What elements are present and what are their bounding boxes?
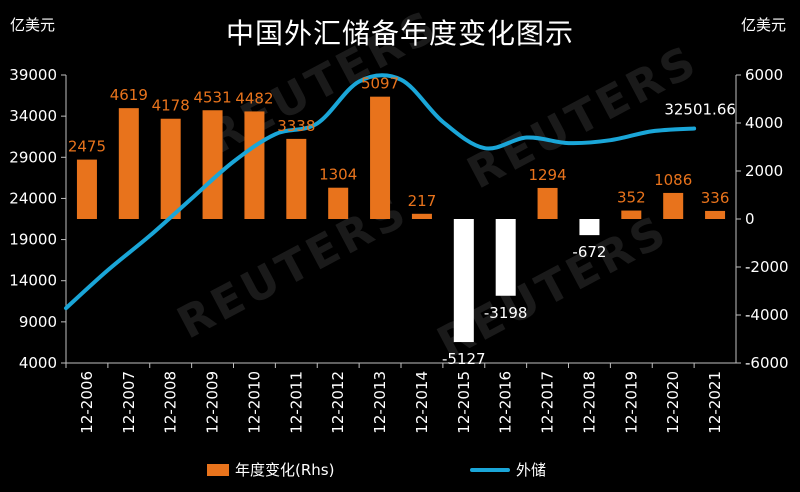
bar-value-label: 4531 bbox=[193, 88, 231, 106]
left-tick-label: 34000 bbox=[9, 107, 57, 125]
bar-value-label: 4178 bbox=[152, 97, 190, 115]
legend-item-line: 外储 bbox=[470, 459, 546, 480]
right-tick-label: -6000 bbox=[745, 354, 789, 372]
left-axis-unit: 亿美元 bbox=[10, 16, 56, 34]
bar bbox=[244, 111, 265, 219]
right-tick-label: 6000 bbox=[745, 66, 783, 84]
bar bbox=[160, 118, 181, 219]
bar bbox=[579, 219, 600, 236]
left-tick-label: 9000 bbox=[19, 313, 57, 331]
x-tick-label: 12-2013 bbox=[371, 371, 389, 434]
right-tick-label: -2000 bbox=[745, 258, 789, 276]
right-tick-label: 4000 bbox=[745, 114, 783, 132]
bar bbox=[705, 210, 726, 219]
bar bbox=[286, 138, 307, 219]
bar-value-label: 352 bbox=[617, 189, 646, 207]
bar bbox=[370, 96, 391, 219]
left-tick-label: 19000 bbox=[9, 231, 57, 249]
bar bbox=[328, 187, 349, 219]
reserves-line bbox=[64, 73, 697, 311]
bar bbox=[202, 110, 223, 219]
bar-value-label: 336 bbox=[701, 189, 730, 207]
left-tick-label: 39000 bbox=[9, 66, 57, 84]
x-tick-label: 12-2008 bbox=[162, 371, 180, 434]
x-tick-label: 12-2019 bbox=[622, 371, 640, 434]
bar-value-label: -3198 bbox=[484, 304, 528, 322]
legend-label-bars: 年度变化(Rhs) bbox=[235, 461, 335, 479]
x-tick-label: 12-2014 bbox=[413, 371, 431, 434]
bar-value-label: 3338 bbox=[277, 117, 315, 135]
legend: 年度变化(Rhs) 外储 bbox=[0, 459, 800, 483]
x-tick-label: 12-2021 bbox=[706, 371, 724, 434]
bar-value-label: -5127 bbox=[442, 350, 486, 368]
left-tick-label: 24000 bbox=[9, 189, 57, 207]
bar-value-label: 1304 bbox=[319, 166, 357, 184]
legend-item-bars: 年度变化(Rhs) bbox=[207, 459, 334, 480]
bar-value-label: 1294 bbox=[528, 166, 566, 184]
x-tick-label: 12-2012 bbox=[329, 371, 347, 434]
x-tick-label: 12-2018 bbox=[580, 371, 598, 434]
line-end-label: 32501.66 bbox=[664, 100, 736, 118]
bar bbox=[118, 108, 139, 219]
x-tick-label: 12-2017 bbox=[539, 371, 557, 434]
x-tick-label: 12-2007 bbox=[120, 371, 138, 434]
right-tick-label: 0 bbox=[745, 210, 755, 228]
bar bbox=[411, 213, 432, 219]
bar-value-label: 1086 bbox=[654, 171, 692, 189]
legend-label-line: 外储 bbox=[516, 461, 547, 479]
chart-title: 中国外汇储备年度变化图示 bbox=[225, 17, 574, 50]
bar-value-label: 4482 bbox=[235, 89, 273, 107]
bar-value-label: -672 bbox=[572, 243, 606, 261]
bar bbox=[76, 159, 97, 219]
right-tick-label: -4000 bbox=[745, 306, 789, 324]
bar-value-label: 4619 bbox=[110, 86, 148, 104]
x-tick-label: 12-2011 bbox=[287, 371, 305, 434]
x-tick-label: 12-2010 bbox=[245, 371, 263, 434]
bar bbox=[495, 219, 516, 296]
left-tick-label: 29000 bbox=[9, 148, 57, 166]
watermark-text: REUTERS bbox=[199, 0, 447, 164]
bar bbox=[537, 187, 558, 219]
x-tick-label: 12-2009 bbox=[204, 371, 222, 434]
bar bbox=[621, 210, 642, 219]
legend-swatch-line bbox=[470, 467, 510, 472]
bar-value-label: 217 bbox=[408, 192, 437, 210]
legend-swatch-bar bbox=[207, 463, 229, 476]
x-tick-label: 12-2020 bbox=[664, 371, 682, 434]
right-tick-label: 2000 bbox=[745, 162, 783, 180]
right-axis-unit: 亿美元 bbox=[740, 16, 786, 34]
bar bbox=[453, 219, 474, 343]
x-tick-label: 12-2006 bbox=[78, 371, 96, 434]
bar-value-label: 2475 bbox=[68, 138, 106, 156]
bar-value-label: 5097 bbox=[361, 75, 399, 93]
bar bbox=[663, 192, 684, 219]
left-tick-label: 4000 bbox=[19, 354, 57, 372]
x-tick-label: 12-2016 bbox=[497, 371, 515, 434]
left-tick-label: 14000 bbox=[9, 272, 57, 290]
x-tick-label: 12-2015 bbox=[455, 371, 473, 434]
